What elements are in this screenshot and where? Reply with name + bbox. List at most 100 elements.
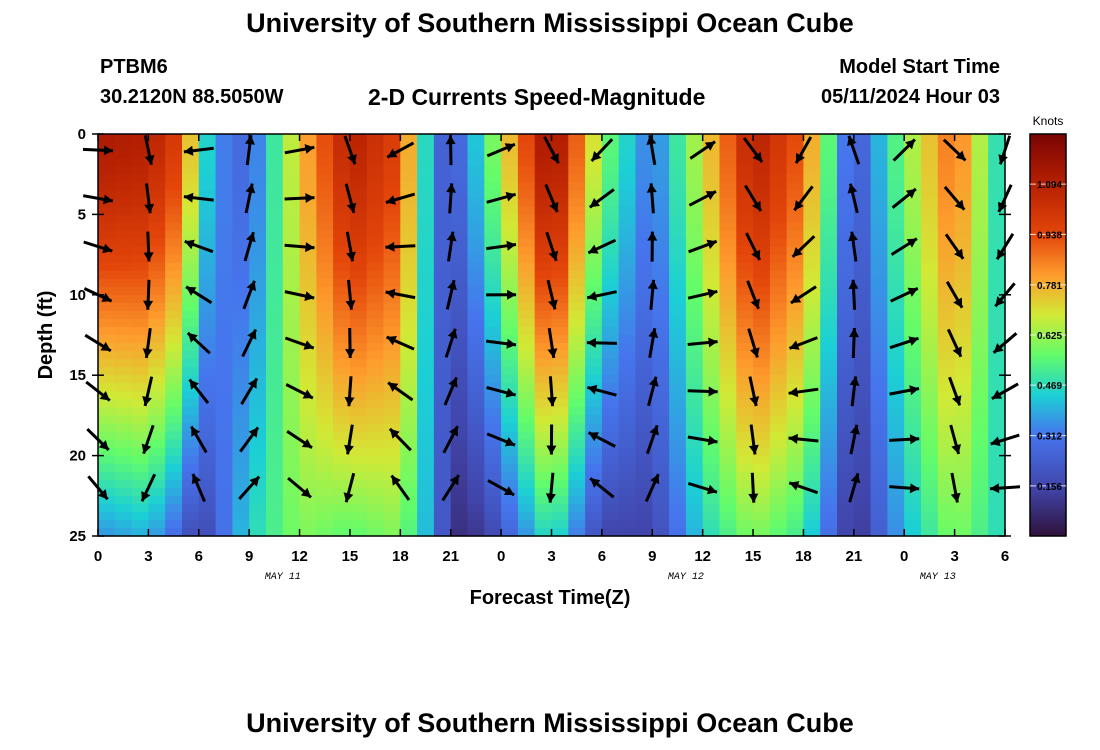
heat-cell [114,391,133,400]
heat-cell [921,166,939,175]
heat-cell [669,343,687,352]
heat-cell [417,479,435,489]
heat-cell [988,415,1006,424]
heat-cell [753,423,771,432]
heat-cell [98,238,116,248]
heat-cell [954,447,972,457]
heat-cell [433,487,452,497]
heat-cell [299,375,317,384]
heat-cell [853,439,872,449]
heat-cell [316,310,334,320]
heat-cell [433,399,452,408]
heat-cell [98,254,116,264]
heat-cell [148,230,166,240]
heat-cell [383,318,401,328]
heat-cell [803,511,821,521]
heat-cell [349,495,368,505]
heat-cell [467,431,485,441]
heat-cell [148,262,166,272]
heat-cell [114,182,133,191]
heat-cell [568,238,586,248]
heat-cell [282,511,301,521]
heat-cell [114,327,133,336]
heat-cell [417,439,435,449]
heat-cell [349,383,368,392]
heat-cell [702,375,721,384]
heat-cell [517,455,536,465]
heat-cell [316,318,334,328]
heat-cell [753,246,771,256]
heat-cell [215,503,233,513]
heat-cell [937,134,956,143]
heat-cell [669,431,687,441]
heat-cell [333,246,351,256]
heat-cell [400,375,418,384]
heat-cell [98,286,116,296]
heat-cell [417,310,435,320]
heat-cell [198,318,217,328]
heat-cell [266,528,284,537]
heat-cell [551,519,569,529]
heat-cell [349,423,368,432]
heat-cell [585,302,603,312]
heat-cell [182,310,200,320]
heat-cell [517,471,536,481]
heat-cell [736,503,754,513]
heat-cell [366,262,385,272]
heat-cell [417,528,435,537]
heat-cell [316,302,334,312]
heat-cell [232,142,250,151]
heat-cell [551,463,569,473]
heat-cell [182,222,200,231]
heat-cell [870,246,888,256]
current-arrow [891,187,917,209]
heat-cell [685,407,704,416]
heat-cell [853,230,872,240]
heat-cell [803,367,821,376]
heat-cell [937,262,956,272]
heat-cell [837,471,855,481]
heat-cell [954,270,972,280]
heat-cell [98,407,116,416]
heat-cell [820,294,838,304]
heat-cell [114,503,133,513]
heat-cell [601,190,620,199]
heat-cell [820,528,838,537]
heat-cell [971,222,989,231]
heat-cell [601,479,620,489]
heat-cell [736,487,754,497]
heat-cell [98,351,116,360]
heat-cell [215,528,233,537]
heat-cell [131,198,149,207]
heat-cell [383,238,401,248]
heat-cell [366,335,385,344]
heat-cell [551,134,569,143]
heat-cell [534,182,553,191]
heat-cell [182,447,200,457]
heat-cell [753,343,771,352]
heat-cell [618,230,637,240]
heat-cell [988,318,1006,328]
heat-cell [870,487,888,497]
heat-cell [820,359,838,368]
heat-cell [282,310,301,320]
heat-cell [954,359,972,368]
x-tick-label: 3 [144,548,152,565]
heat-cell [400,519,418,529]
heat-cell [685,238,704,248]
heat-cell [736,383,754,392]
heat-cell [316,463,334,473]
heat-cell [198,142,217,151]
heat-cell [467,238,485,248]
heat-cell [366,351,385,360]
heat-cell [921,471,939,481]
heat-cell [534,310,553,320]
heat-cell [450,286,469,296]
heat-cell [753,310,771,320]
heat-cell [232,230,250,240]
heat-cell [198,134,217,143]
heat-cell [501,174,519,183]
heat-cell [417,222,435,231]
heat-cell [803,262,821,272]
heat-cell [803,343,821,352]
